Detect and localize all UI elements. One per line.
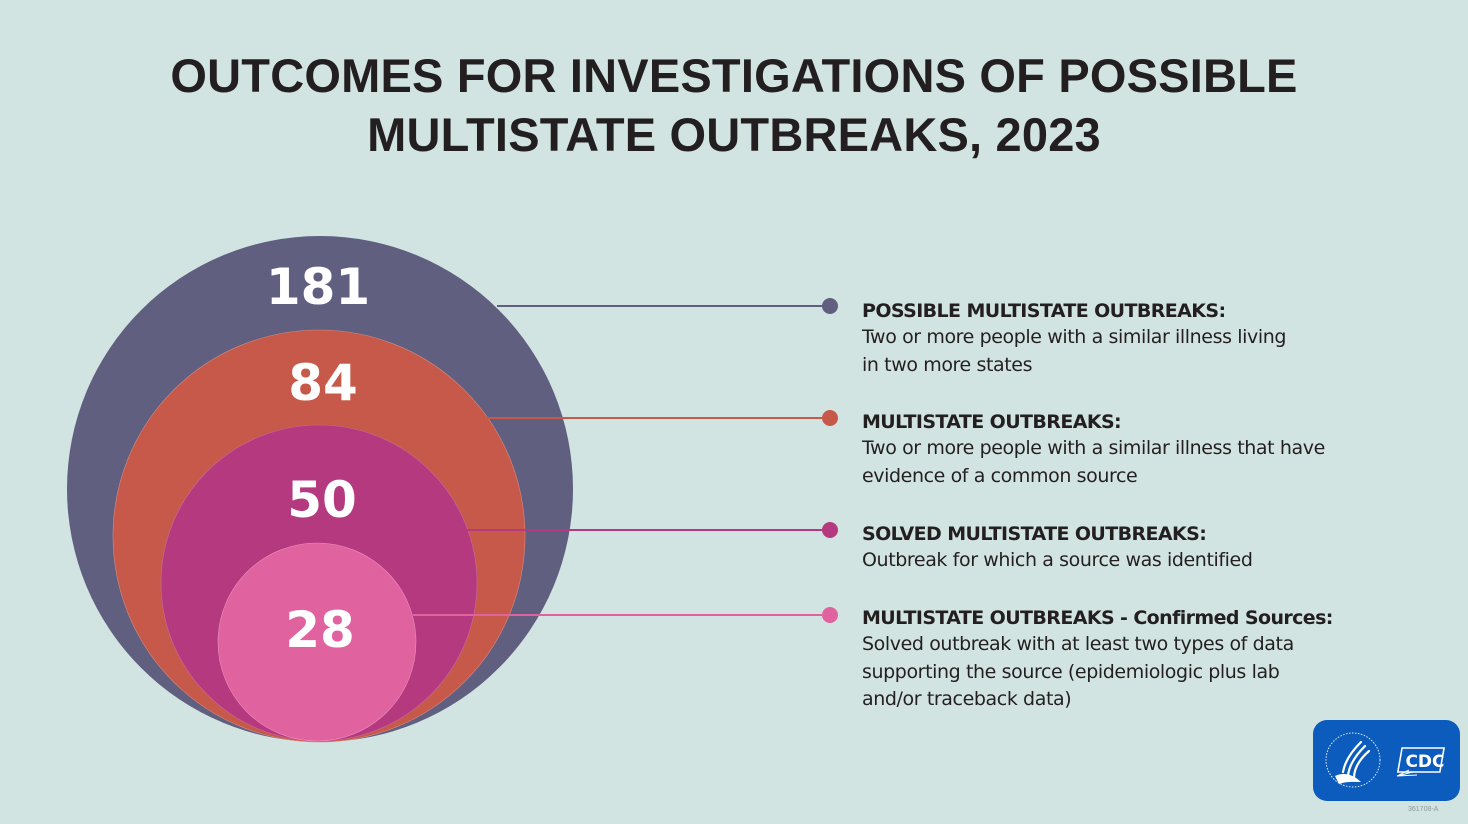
document-code: 361708-A (1408, 806, 1439, 813)
legend-item-solved: SOLVED MULTISTATE OUTBREAKS: Outbreak fo… (862, 521, 1422, 575)
legend-heading: POSSIBLE MULTISTATE OUTBREAKS: (862, 300, 1226, 322)
hhs-eagle-icon: CDC (1325, 732, 1446, 788)
legend-heading: MULTISTATE OUTBREAKS: (862, 411, 1122, 433)
value-solved: 50 (287, 471, 357, 529)
page-title: OUTCOMES FOR INVESTIGATIONS OF POSSIBLE … (0, 46, 1468, 164)
legend-description: Outbreak for which a source was identifi… (862, 549, 1253, 571)
value-possible: 181 (266, 258, 370, 316)
cdc-wordmark-icon: CDC (1396, 747, 1446, 777)
legend-item-confirmed: MULTISTATE OUTBREAKS - Confirmed Sources… (862, 605, 1422, 714)
legend-heading: SOLVED MULTISTATE OUTBREAKS: (862, 523, 1207, 545)
title-line-1: OUTCOMES FOR INVESTIGATIONS OF POSSIBLE (170, 49, 1298, 102)
legend-description: Two or more people with a similar illnes… (862, 437, 1325, 487)
legend-description: Two or more people with a similar illnes… (862, 326, 1286, 376)
legend-heading: MULTISTATE OUTBREAKS - Confirmed Sources… (862, 607, 1333, 629)
dot-solved (822, 522, 838, 538)
dot-multistate (822, 410, 838, 426)
legend-description: Solved outbreak with at least two types … (862, 633, 1294, 710)
value-confirmed: 28 (285, 601, 355, 659)
circle-confirmed (217, 542, 417, 742)
svg-text:CDC: CDC (1405, 752, 1444, 772)
legend-item-multistate: MULTISTATE OUTBREAKS: Two or more people… (862, 409, 1422, 490)
legend-item-possible: POSSIBLE MULTISTATE OUTBREAKS: Two or mo… (862, 298, 1422, 379)
value-multistate: 84 (288, 354, 358, 412)
title-line-2: MULTISTATE OUTBREAKS, 2023 (367, 108, 1101, 161)
cdc-logo: CDC (1313, 720, 1460, 801)
dot-confirmed (822, 607, 838, 623)
dot-possible (822, 298, 838, 314)
